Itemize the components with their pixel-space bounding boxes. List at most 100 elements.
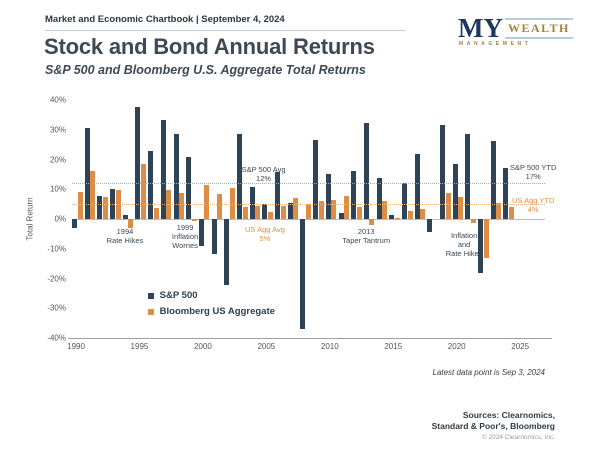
- bar-sp500-1998: [173, 133, 179, 219]
- bar-sp500-2013: [363, 122, 369, 219]
- bar-sp500-2014: [376, 178, 382, 219]
- bar-sp500-2009: [313, 140, 319, 219]
- bar-sp500-1996: [148, 150, 154, 219]
- bar-usagg-1992: [102, 197, 108, 219]
- bar-usagg-1994: [128, 219, 134, 228]
- bar-sp500-2016: [401, 183, 407, 219]
- legend-label-sp500: S&P 500: [159, 290, 198, 302]
- bar-usagg-2014: [382, 201, 388, 219]
- usagg-avg-line: [72, 204, 545, 206]
- annotation-inflation-worries-1999: 1999 Inflation Worries: [171, 222, 199, 250]
- bar-sp500-2021: [465, 133, 471, 219]
- bar-usagg-2012: [356, 206, 362, 219]
- bar-sp500-2004: [249, 186, 255, 219]
- bar-usagg-1991: [90, 171, 96, 219]
- x-tick-2010: 2010: [320, 342, 339, 351]
- bar-sp500-2010: [325, 174, 331, 219]
- legend-swatch-usagg: [147, 308, 154, 315]
- sources-block: Sources: Clearnomics, Standard & Poor's,…: [432, 410, 555, 444]
- x-tick-2025: 2025: [511, 342, 530, 351]
- x-tick-1990: 1990: [67, 342, 85, 351]
- bar-sp500-2023: [490, 140, 496, 219]
- bar-sp500-1999: [186, 156, 192, 219]
- y-tick--40: -40%: [47, 333, 66, 343]
- logo-my-text: MY: [458, 13, 503, 43]
- legend-item-usagg: Bloomberg US Aggregate: [147, 306, 275, 317]
- bar-sp500-2003: [236, 133, 242, 219]
- bar-sp500-2008: [300, 219, 306, 330]
- bar-usagg-2013: [369, 219, 375, 225]
- header-divider: [45, 30, 405, 31]
- bar-usagg-2021: [470, 219, 476, 224]
- bar-usagg-2017: [420, 208, 426, 219]
- bar-sp500-1995: [135, 107, 141, 219]
- logo-wealth-text: WEALTH: [504, 18, 573, 39]
- bar-usagg-2020: [458, 196, 464, 219]
- x-tick-2015: 2015: [384, 342, 403, 351]
- bar-sp500-1992: [97, 196, 103, 219]
- bar-sp500-1990: [72, 219, 77, 229]
- bar-usagg-2015: [394, 217, 400, 219]
- sp500-avg-line: [72, 183, 545, 185]
- legend-swatch-sp500: [147, 292, 154, 299]
- bar-usagg-1998: [179, 193, 185, 219]
- sources-line-2: Standard & Poor's, Bloomberg: [431, 420, 555, 431]
- bar-sp500-2015: [389, 214, 395, 219]
- bar-usagg-2019: [445, 193, 451, 219]
- bar-usagg-2022: [483, 219, 489, 258]
- bar-usagg-2008: [306, 203, 311, 219]
- bar-sp500-2020: [452, 164, 458, 219]
- bar-sp500-2001: [211, 219, 217, 255]
- brand-logo: MY WEALTH MANAGEMENT: [458, 13, 583, 47]
- bar-usagg-2010: [331, 199, 337, 219]
- bar-usagg-2009: [318, 201, 324, 219]
- bar-sp500-2012: [351, 171, 357, 219]
- copyright: © 2024 Clearnomics, Inc.: [481, 434, 555, 441]
- bar-usagg-2011: [344, 195, 350, 219]
- bar-sp500-2024: [503, 168, 509, 219]
- bar-usagg-2007: [293, 198, 299, 219]
- y-axis-ticks: 40% 30% 20% 10% 0% -10% -20% -30% -40%: [36, 96, 66, 343]
- annotation-sp500-avg-label: S&P 500 Avg 12%: [241, 165, 286, 184]
- bar-usagg-2003: [242, 206, 248, 219]
- bar-sp500-2007: [287, 202, 293, 219]
- bar-sp500-2000: [198, 219, 204, 247]
- bar-usagg-2002: [229, 188, 235, 219]
- bar-usagg-1999: [191, 219, 197, 222]
- chartbook-header: Market and Economic Chartbook | Septembe…: [45, 14, 285, 25]
- bar-sp500-1993: [110, 188, 116, 219]
- bar-chart-plot-area: S&P 500 Bloomberg US Aggregate 1994 Rate H…: [72, 100, 556, 338]
- bar-usagg-2005: [267, 211, 273, 219]
- bar-sp500-2017: [414, 154, 420, 219]
- annotation-sp500-ytd-label: S&P 500 YTD 17%: [509, 163, 557, 182]
- latest-data-note: Latest data point is Sep 3, 2024: [432, 368, 545, 377]
- x-tick-2005: 2005: [257, 342, 276, 351]
- bar-sp500-2005: [262, 204, 268, 219]
- page-title: Stock and Bond Annual Returns: [44, 34, 375, 59]
- bar-usagg-1995: [141, 163, 147, 219]
- bar-sp500-1994: [122, 215, 128, 219]
- page-subtitle: S&P 500 and Bloomberg U.S. Aggregate Tot…: [45, 63, 366, 77]
- bar-usagg-2024: [509, 207, 515, 219]
- x-axis-ticks: 1990 1995 2000 2005 2010 2015 2020 2025: [67, 342, 545, 354]
- annotation-taper-tantrum-2013: 2013 Taper Tantrum: [342, 227, 391, 246]
- y-tick-30: 30%: [49, 125, 66, 135]
- annotation-rate-hikes-1994: 1994 Rate Hikes: [106, 227, 144, 246]
- x-tick-2020: 2020: [447, 342, 466, 351]
- bar-sp500-2006: [275, 172, 281, 219]
- chart-legend: S&P 500 Bloomberg US Aggregate: [147, 290, 275, 317]
- bar-usagg-1996: [153, 208, 159, 219]
- annotation-usagg-ytd-label: US Agg YTD 4%: [511, 196, 555, 215]
- y-tick-10: 10%: [49, 184, 66, 194]
- bar-sp500-2002: [224, 219, 230, 285]
- x-axis-line: [68, 338, 552, 339]
- bar-usagg-2001: [217, 194, 223, 219]
- y-tick-0: 0%: [54, 214, 66, 224]
- sources-line-1: Sources: Clearnomics,: [462, 410, 555, 420]
- bar-sp500-2018: [427, 219, 433, 233]
- bar-sp500-2019: [440, 125, 446, 219]
- bar-usagg-2004: [255, 206, 261, 219]
- annotation-usagg-avg-label: US Agg Avg 5%: [245, 224, 285, 243]
- bar-usagg-2016: [407, 211, 413, 219]
